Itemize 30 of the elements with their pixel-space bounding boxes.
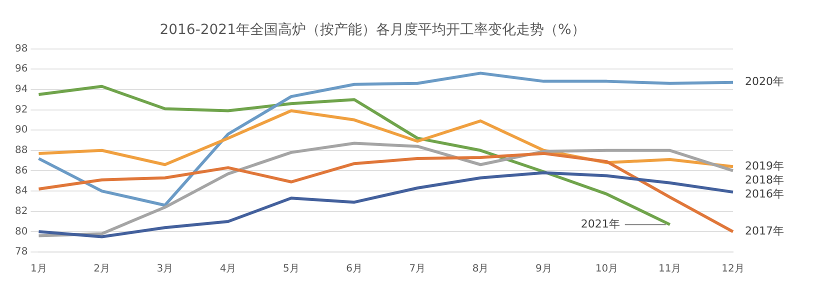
x-tick-label: 5月 <box>283 264 300 275</box>
x-tick-label: 9月 <box>535 264 552 275</box>
x-tick-label: 6月 <box>346 264 362 275</box>
series-label: 2019年 <box>745 160 784 173</box>
x-tick-label: 2月 <box>94 264 110 275</box>
x-tick-label: 3月 <box>156 264 174 275</box>
y-tick-label: 80 <box>14 226 28 238</box>
y-tick-label: 98 <box>14 43 28 54</box>
x-tick-label: 8月 <box>472 264 489 275</box>
series-label: 2017年 <box>745 224 784 238</box>
x-tick-label: 12月 <box>722 264 744 275</box>
y-tick-label: 96 <box>14 64 28 75</box>
y-tick-label: 84 <box>14 186 28 197</box>
y-tick-label: 86 <box>14 165 28 176</box>
y-tick-label: 78 <box>14 246 28 258</box>
x-tick-label: 11月 <box>658 264 682 275</box>
y-tick-label: 92 <box>14 104 28 116</box>
x-tick-label: 1月 <box>30 264 47 275</box>
y-tick-label: 90 <box>14 124 28 136</box>
x-tick-label: 7月 <box>409 264 426 275</box>
series-label: 2016年 <box>745 188 784 201</box>
y-tick-label: 88 <box>14 144 28 156</box>
x-tick-label: 4月 <box>220 264 236 275</box>
series-label: 2018年 <box>745 174 784 187</box>
series-label: 2021年 <box>580 217 620 230</box>
y-tick-label: 82 <box>14 206 28 217</box>
x-tick-label: 10月 <box>595 264 618 275</box>
series-label: 2020年 <box>745 75 784 88</box>
y-tick-label: 94 <box>14 84 28 96</box>
chart-title: 2016-2021年全国高炉（按产能）各月度平均开工率变化走势（%） <box>160 22 586 38</box>
